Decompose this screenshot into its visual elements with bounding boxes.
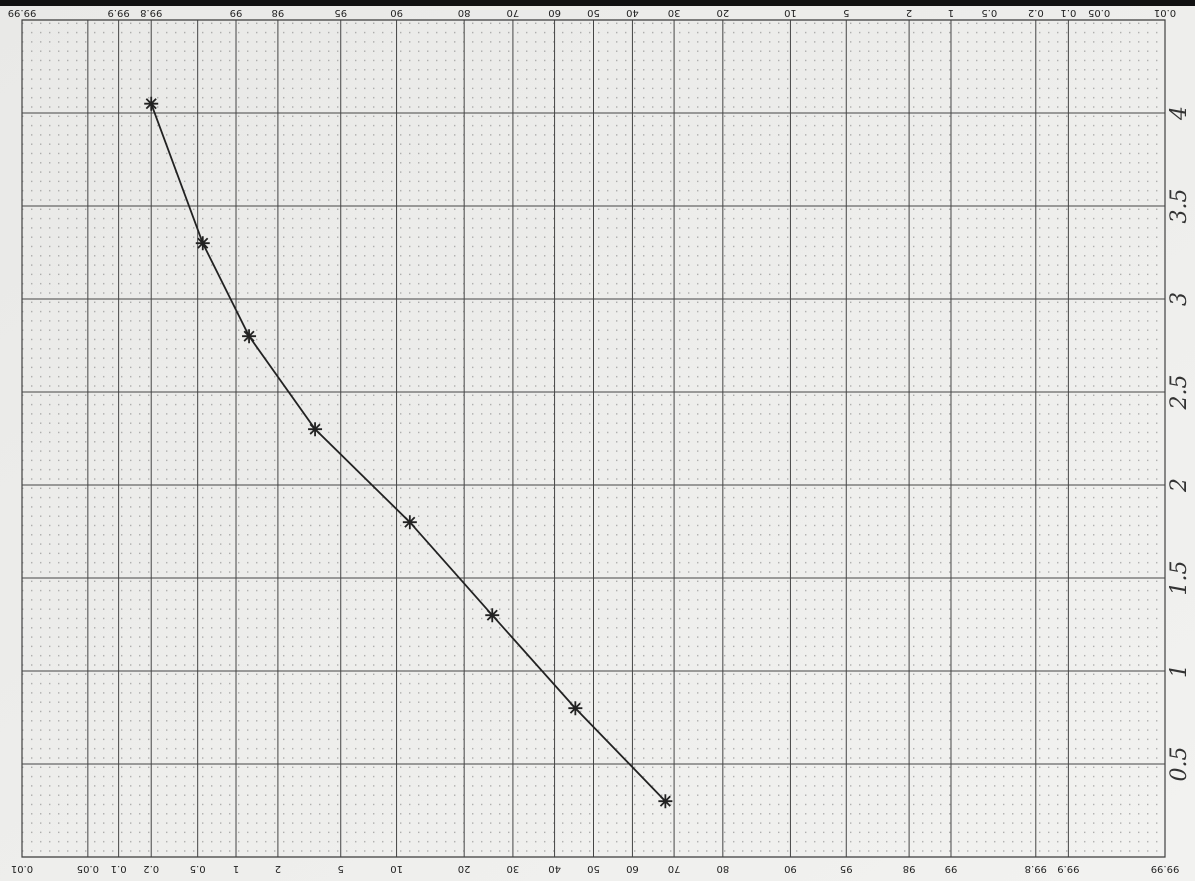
x2-tick-label: 40 bbox=[626, 7, 639, 18]
x-tick-label: 0.5 bbox=[190, 863, 206, 874]
y-tick-label: 4 bbox=[1167, 106, 1192, 121]
star-marker bbox=[242, 329, 256, 343]
x-tick-label: 40 bbox=[548, 863, 561, 874]
x2-tick-label: 5 bbox=[843, 7, 849, 18]
x-tick-label: 99.9 bbox=[1057, 863, 1079, 874]
x-tick-label: 10 bbox=[390, 863, 403, 874]
star-marker bbox=[308, 422, 322, 436]
x-tick-label: 70 bbox=[668, 863, 681, 874]
x2-tick-label: 60 bbox=[548, 7, 561, 18]
x-tick-label: 5 bbox=[338, 863, 344, 874]
x-tick-label: 0.1 bbox=[111, 863, 127, 874]
y-tick-label: 0.5 bbox=[1167, 747, 1192, 782]
x2-tick-label: 99.99 bbox=[8, 7, 37, 18]
x2-tick-label: 98 bbox=[272, 7, 285, 18]
x-tick-label: 30 bbox=[507, 863, 520, 874]
x-tick-label: 1 bbox=[233, 863, 239, 874]
x-tick-label: 50 bbox=[587, 863, 600, 874]
y-tick-label: 3.5 bbox=[1167, 189, 1192, 224]
x-tick-label: 0.2 bbox=[143, 863, 159, 874]
x-tick-label: 95 bbox=[840, 863, 853, 874]
x2-tick-label: 99.9 bbox=[107, 7, 129, 18]
y-tick-label: 1 bbox=[1167, 664, 1192, 678]
x-tick-label: 20 bbox=[458, 863, 471, 874]
x-tick-label: 0.05 bbox=[77, 863, 99, 874]
x-tick-label: 99.99 bbox=[1151, 863, 1180, 874]
x-tick-label: 0.01 bbox=[11, 863, 33, 874]
x2-tick-label: 90 bbox=[390, 7, 403, 18]
x2-tick-label: 95 bbox=[334, 7, 347, 18]
graph-paper: 0.01 0.05 0.1 0.2 0.5 1 2 5 10 20 30 40 50 60 70 80 90 95… bbox=[0, 0, 1195, 881]
x-tick-label: 80 bbox=[716, 863, 729, 874]
x2-tick-label: 0.1 bbox=[1060, 7, 1076, 18]
x-tick-label: 99 bbox=[945, 863, 958, 874]
x2-tick-label: 80 bbox=[458, 7, 471, 18]
x2-tick-label: 0.2 bbox=[1028, 7, 1044, 18]
y-tick-label: 2.5 bbox=[1167, 375, 1192, 411]
x-tick-label: 60 bbox=[626, 863, 639, 874]
x2-tick-label: 99.8 bbox=[140, 7, 162, 18]
x-tick-label: 90 bbox=[784, 863, 797, 874]
y-tick-label: 3 bbox=[1167, 292, 1192, 306]
x-tick-label: 98 bbox=[903, 863, 916, 874]
x2-tick-label: 50 bbox=[587, 7, 600, 18]
x2-tick-label: 2 bbox=[906, 7, 912, 18]
x2-tick-label: 10 bbox=[784, 7, 797, 18]
y-tick-label: 2 bbox=[1167, 478, 1192, 493]
x2-tick-label: 0.05 bbox=[1088, 7, 1110, 18]
y-tick-label: 1.5 bbox=[1167, 561, 1192, 596]
x2-tick-label: 99 bbox=[230, 7, 243, 18]
x2-tick-label: 0.01 bbox=[1154, 7, 1176, 18]
star-marker bbox=[196, 236, 210, 250]
x2-tick-label: 20 bbox=[716, 7, 729, 18]
top-edge bbox=[0, 0, 1195, 6]
x-tick-label: 99.8 bbox=[1025, 863, 1047, 874]
x-tick-label: 2 bbox=[275, 863, 281, 874]
x2-tick-label: 70 bbox=[507, 7, 520, 18]
x2-tick-label: 1 bbox=[948, 7, 954, 18]
x2-tick-label: 30 bbox=[668, 7, 681, 18]
x2-tick-label: 0.5 bbox=[981, 7, 997, 18]
